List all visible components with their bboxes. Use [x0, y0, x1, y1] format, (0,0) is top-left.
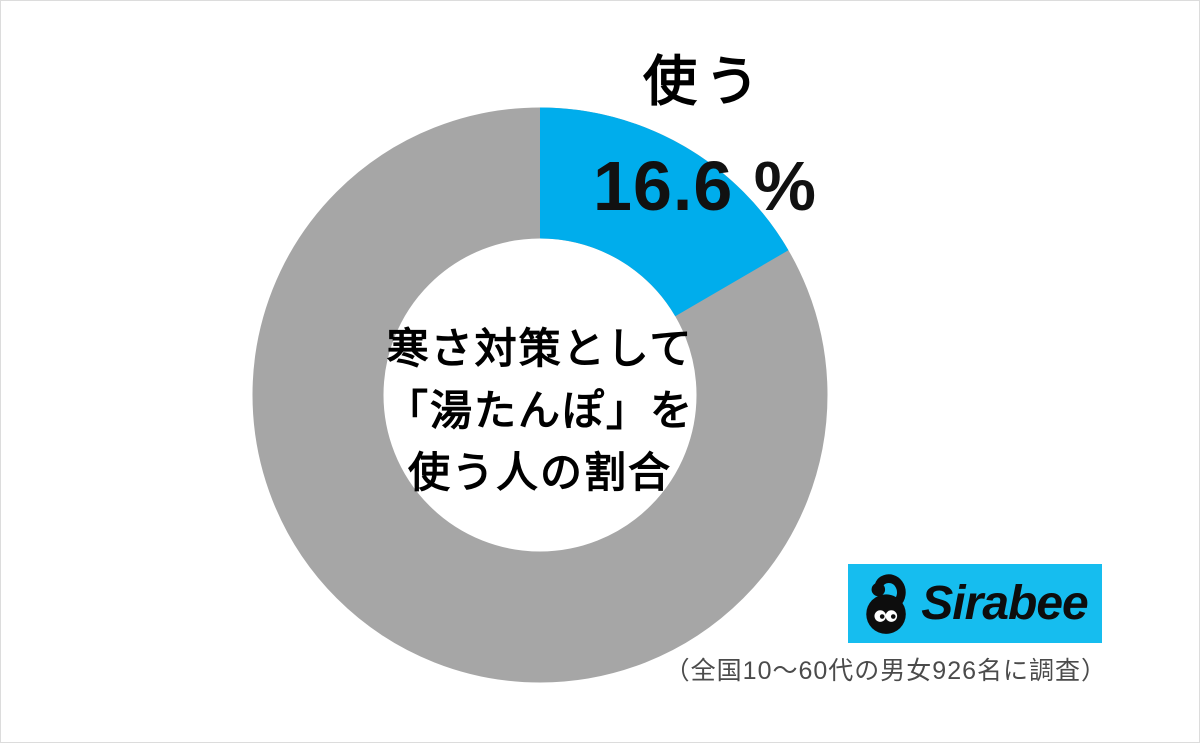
sirabee-mascot-icon — [866, 573, 907, 634]
slice-label: 使う — [643, 52, 767, 112]
chart-center-title-line: 「湯たんぽ」を — [385, 387, 694, 434]
donut-slice-value — [252, 107, 828, 683]
survey-footnote: （全国10〜60代の男女926名に調査） — [664, 657, 1107, 685]
sirabee-logo: Sirabee — [848, 564, 1102, 643]
donut-chart — [252, 107, 828, 683]
sirabee-logo-text: Sirabee — [921, 576, 1088, 630]
chart-center-title-line: 寒さ対策として — [386, 325, 694, 372]
chart-center-title-line: 使う人の割合 — [407, 449, 672, 496]
slice-value: 16.6 % — [593, 147, 817, 225]
slice-callout: 使う 16.6 % — [555, 55, 855, 221]
chart-center-title: 寒さ対策として 「湯たんぽ」を 使う人の割合 — [340, 318, 740, 504]
